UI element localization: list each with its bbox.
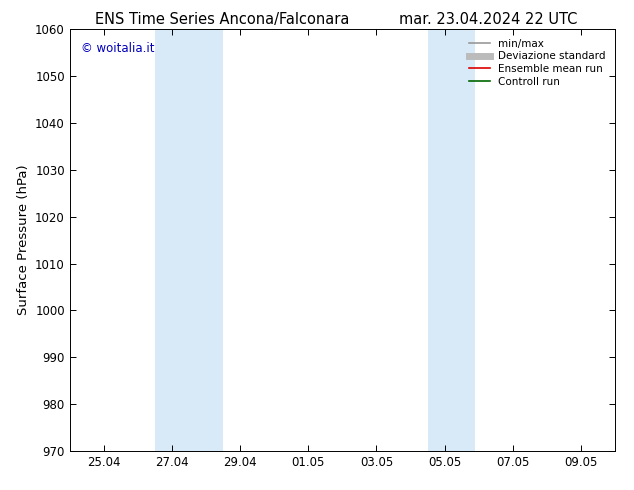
Text: ENS Time Series Ancona/Falconara: ENS Time Series Ancona/Falconara [94,12,349,27]
Y-axis label: Surface Pressure (hPa): Surface Pressure (hPa) [16,165,30,316]
Bar [189,29,223,451]
Bar [451,29,476,451]
Bar [155,29,189,451]
Bar [427,29,451,451]
Text: © woitalia.it: © woitalia.it [81,42,154,55]
Text: mar. 23.04.2024 22 UTC: mar. 23.04.2024 22 UTC [399,12,578,27]
Legend: min/max, Deviazione standard, Ensemble mean run, Controll run: min/max, Deviazione standard, Ensemble m… [465,35,610,91]
